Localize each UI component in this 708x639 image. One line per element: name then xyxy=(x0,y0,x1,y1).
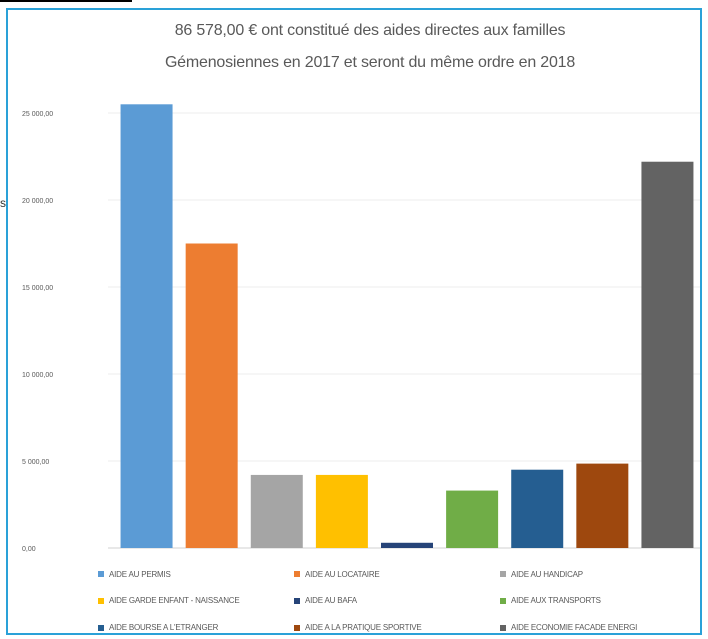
legend-item: AIDE A LA PRATIQUE SPORTIVE xyxy=(294,619,500,636)
chart-title-line-2: Gémenosiennes en 2017 et seront du même … xyxy=(164,54,576,71)
bar-4 xyxy=(315,474,368,548)
legend-label: AIDE A LA PRATIQUE SPORTIVE xyxy=(305,623,422,633)
legend-item: AIDE BOURSE A L'ETRANGER xyxy=(98,619,294,636)
legend-label: AIDE AU LOCATAIRE xyxy=(305,569,380,579)
chart-title-line-1: 86 578,00 € ont constitué des aides dire… xyxy=(174,22,566,39)
legend-label: AIDE AUX TRANSPORTS xyxy=(511,596,601,606)
legend-label: AIDE ECONOMIE FACADE ENERGI xyxy=(511,623,638,633)
legend-label: AIDE BOURSE A L'ETRANGER xyxy=(109,623,219,633)
legend-label: AIDE GARDE ENFANT - NAISSANCE xyxy=(109,596,240,606)
legend-item: AIDE AUX TRANSPORTS xyxy=(500,593,698,610)
bar-9 xyxy=(641,161,694,548)
bar-8 xyxy=(576,463,629,548)
bar-6 xyxy=(446,490,499,548)
legend-item: AIDE GARDE ENFANT - NAISSANCE xyxy=(98,593,294,610)
legend-label: AIDE AU PERMIS xyxy=(109,569,171,579)
legend-swatch xyxy=(294,597,300,604)
y-tick-label: 20 000,00 xyxy=(22,198,53,205)
bar-3 xyxy=(250,474,303,548)
legend-swatch xyxy=(98,597,104,604)
y-tick-label: 25 000,00 xyxy=(22,111,53,118)
legend-swatch xyxy=(500,597,506,604)
legend-swatch xyxy=(294,571,300,578)
bar-1 xyxy=(120,104,173,549)
legend-item: AIDE ECONOMIE FACADE ENERGI xyxy=(500,619,698,636)
legend-swatch xyxy=(98,624,104,631)
legend-item: AIDE AU BAFA xyxy=(294,593,500,610)
y-tick-label: 5 000,00 xyxy=(22,459,49,466)
legend-swatch xyxy=(294,624,300,631)
y-tick-label: 0,00 xyxy=(22,546,36,553)
y-tick-label: 10 000,00 xyxy=(22,372,53,379)
bar-2 xyxy=(185,243,238,548)
chart-legend: AIDE AU PERMIS AIDE AU LOCATAIRE AIDE AU H… xyxy=(98,566,698,636)
legend-label: AIDE AU BAFA xyxy=(305,596,357,606)
edge-glyph: s xyxy=(0,196,6,210)
legend-item: AIDE AU LOCATAIRE xyxy=(294,566,500,583)
bar-7 xyxy=(511,469,564,548)
legend-item: AIDE AU PERMIS xyxy=(98,566,294,583)
legend-swatch xyxy=(98,571,104,578)
bar-5 xyxy=(381,542,433,548)
top-rule xyxy=(0,0,132,2)
legend-swatch xyxy=(500,571,506,578)
legend-label: AIDE AU HANDICAP xyxy=(511,569,583,579)
legend-item: AIDE AU HANDICAP xyxy=(500,566,698,583)
y-tick-label: 15 000,00 xyxy=(22,285,53,292)
legend-swatch xyxy=(500,624,506,631)
